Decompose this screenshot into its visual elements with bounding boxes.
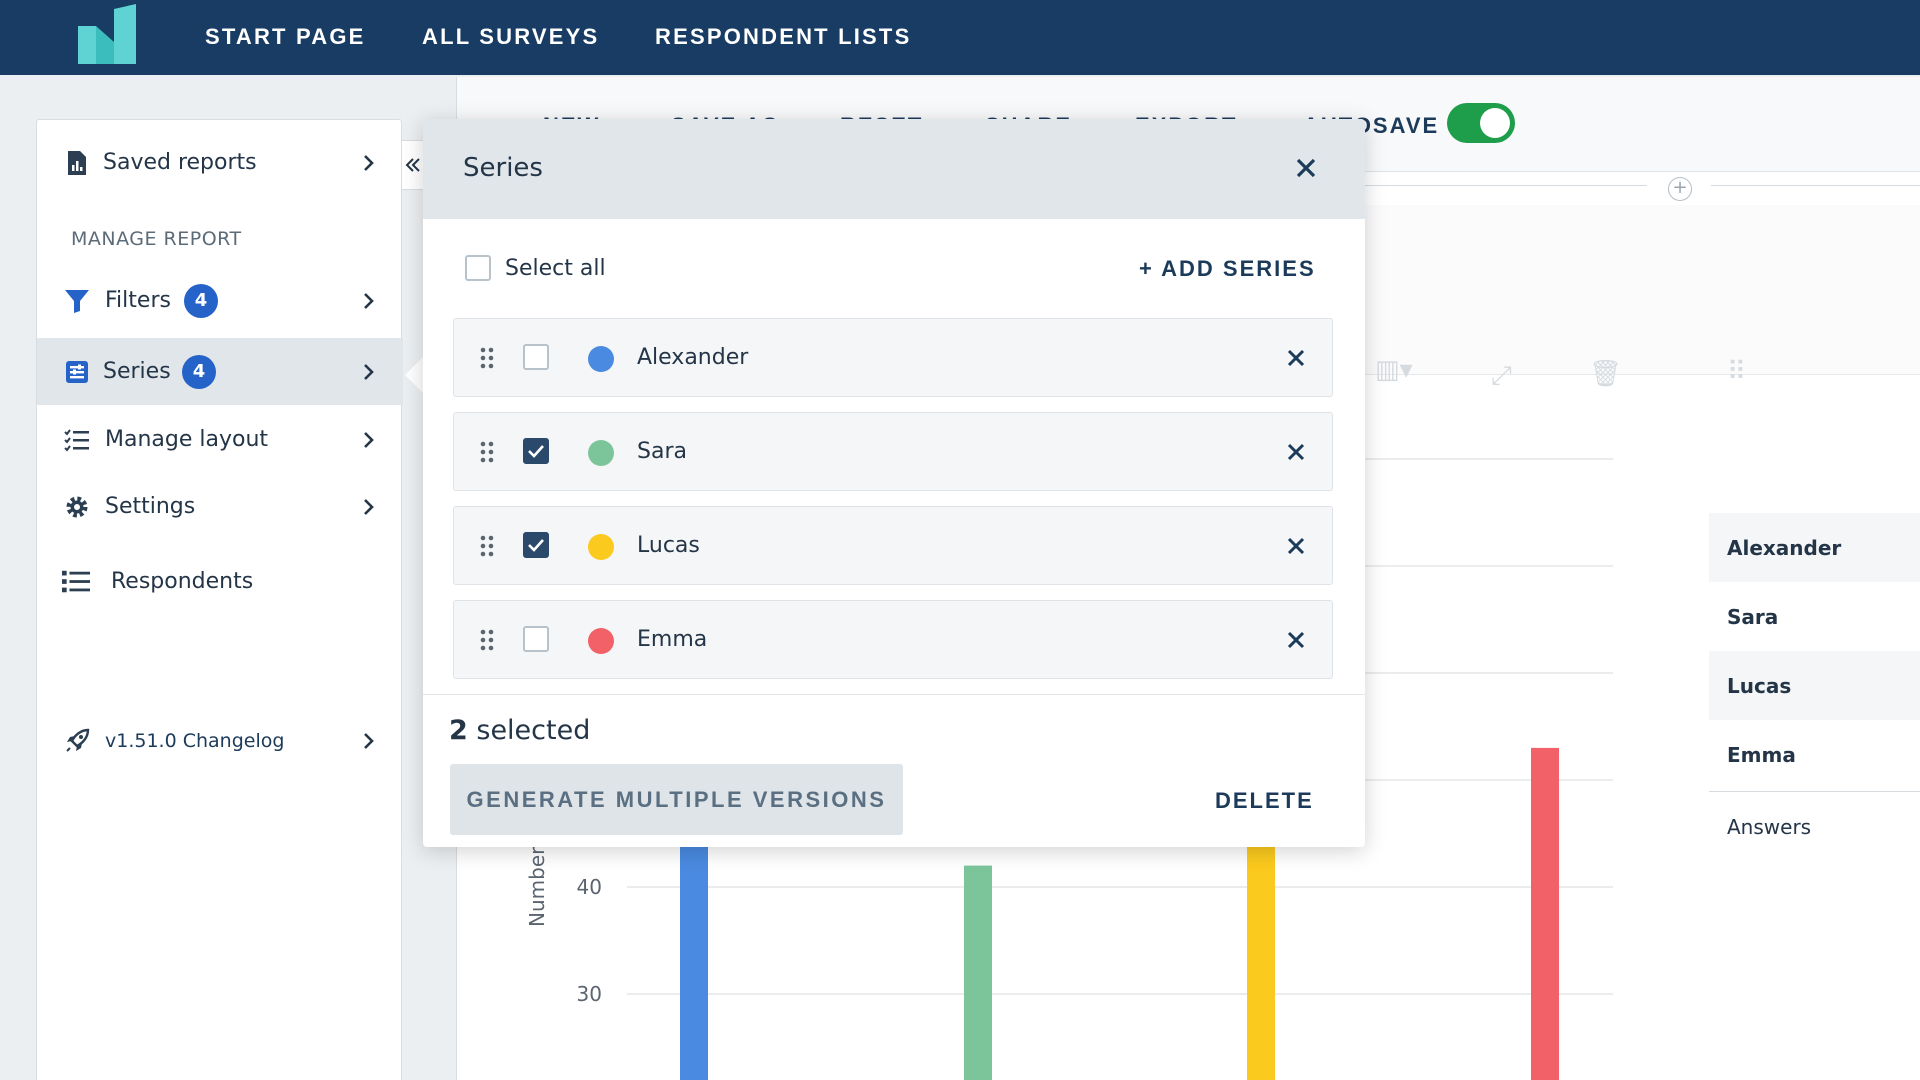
sidebar-item-respondents[interactable]: Respondents bbox=[37, 548, 403, 615]
sidebar-item-manage-layout[interactable]: Manage layout bbox=[37, 406, 403, 473]
legend-item[interactable]: Sara bbox=[1727, 604, 1779, 629]
select-all-checkbox[interactable] bbox=[465, 255, 491, 281]
nav-all-surveys[interactable]: ALL SURVEYS bbox=[422, 24, 600, 49]
sidebar-item-changelog[interactable]: v1.51.0 Changelog bbox=[37, 707, 403, 774]
selection-count: 2 selected bbox=[449, 715, 590, 746]
y-tick-label: 30 bbox=[577, 982, 602, 1006]
checkmark-icon bbox=[528, 445, 544, 458]
series-name: Alexander bbox=[637, 345, 749, 370]
series-count-badge: 4 bbox=[182, 354, 216, 389]
double-chevron-left-icon bbox=[405, 158, 420, 172]
chevron-right-icon bbox=[364, 154, 374, 171]
legend-item[interactable]: Lucas bbox=[1709, 651, 1920, 720]
remove-series-icon[interactable] bbox=[1285, 629, 1307, 651]
selected-count-suffix: selected bbox=[467, 715, 591, 746]
chevron-right-icon bbox=[364, 292, 374, 309]
gear-icon bbox=[63, 493, 91, 521]
series-checkbox[interactable] bbox=[523, 438, 549, 464]
sidebar-item-label: Respondents bbox=[111, 569, 254, 594]
bar-lucas[interactable] bbox=[1247, 822, 1275, 1080]
series-name: Lucas bbox=[637, 533, 700, 558]
popover-pointer bbox=[405, 356, 424, 394]
sidebar-item-filters[interactable]: Filters 4 bbox=[37, 267, 403, 334]
bar-sara[interactable] bbox=[964, 865, 992, 1080]
drag-handle-icon[interactable] bbox=[480, 535, 494, 557]
series-icon bbox=[63, 358, 91, 386]
series-checkbox[interactable] bbox=[523, 344, 549, 370]
chevron-right-icon bbox=[364, 498, 374, 515]
generate-multiple-versions-button[interactable]: GENERATE MULTIPLE VERSIONS bbox=[450, 764, 903, 835]
remove-series-icon[interactable] bbox=[1285, 535, 1307, 557]
series-row[interactable]: Lucas bbox=[453, 506, 1333, 585]
series-color-dot bbox=[588, 534, 614, 560]
series-popover: Series Select all + ADD SERIES Alexander… bbox=[423, 119, 1365, 847]
legend-item[interactable]: Emma bbox=[1727, 742, 1796, 767]
expand-icon[interactable]: ⤢ bbox=[1491, 361, 1512, 391]
footer-divider bbox=[423, 694, 1365, 695]
add-series-button[interactable]: + ADD SERIES bbox=[1139, 256, 1316, 281]
drag-handle-icon[interactable] bbox=[480, 629, 494, 651]
chevron-right-icon bbox=[364, 732, 374, 749]
series-name: Emma bbox=[637, 627, 708, 652]
chevron-right-icon bbox=[364, 363, 374, 380]
nav-respondent-lists[interactable]: RESPONDENT LISTS bbox=[655, 24, 912, 49]
popover-title: Series bbox=[463, 153, 543, 183]
collapse-sidebar-button[interactable] bbox=[402, 140, 424, 190]
report-sidebar: Saved reports MANAGE REPORT Filters 4 Se… bbox=[36, 119, 403, 1080]
popover-header: Series bbox=[423, 119, 1365, 219]
sidebar-item-label: Series bbox=[103, 359, 171, 384]
autosave-toggle[interactable] bbox=[1447, 103, 1515, 143]
section-divider bbox=[1711, 185, 1920, 186]
y-tick-label: 40 bbox=[577, 875, 602, 899]
drag-handle-icon[interactable] bbox=[480, 441, 494, 463]
bar-alexander[interactable] bbox=[680, 822, 708, 1080]
remove-series-icon[interactable] bbox=[1285, 441, 1307, 463]
series-color-dot bbox=[588, 628, 614, 654]
series-name: Sara bbox=[637, 439, 687, 464]
drag-handle-icon[interactable] bbox=[480, 347, 494, 369]
top-navigation-bar: START PAGE ALL SURVEYS RESPONDENT LISTS bbox=[0, 0, 1920, 75]
close-icon[interactable] bbox=[1293, 155, 1319, 181]
delete-button[interactable]: DELETE bbox=[1215, 788, 1314, 813]
series-row[interactable]: Emma bbox=[453, 600, 1333, 679]
series-color-dot bbox=[588, 346, 614, 372]
chart-type-icon[interactable]: ▥▾ bbox=[1375, 355, 1413, 385]
chevron-right-icon bbox=[364, 431, 374, 448]
sidebar-item-label: Saved reports bbox=[103, 150, 257, 175]
rocket-icon bbox=[63, 727, 91, 755]
filters-count-badge: 4 bbox=[184, 283, 218, 318]
sidebar-item-settings[interactable]: Settings bbox=[37, 473, 403, 540]
checklist-icon bbox=[63, 426, 91, 454]
bar-emma[interactable] bbox=[1531, 747, 1559, 1080]
sidebar-item-saved-reports[interactable]: Saved reports bbox=[37, 129, 403, 196]
checkmark-icon bbox=[528, 539, 544, 552]
sidebar-item-label: Filters bbox=[105, 288, 171, 313]
section-title: MANAGE REPORT bbox=[71, 228, 242, 250]
legend-item[interactable]: Alexander bbox=[1709, 513, 1920, 582]
sidebar-item-series[interactable]: Series 4 bbox=[37, 338, 403, 405]
changelog-link[interactable]: v1.51.0 Changelog bbox=[105, 729, 285, 752]
legend-answers[interactable]: Answers bbox=[1727, 814, 1812, 839]
sidebar-item-label: Manage layout bbox=[105, 427, 269, 452]
legend-divider bbox=[1709, 791, 1920, 792]
select-all-label[interactable]: Select all bbox=[505, 256, 606, 281]
sidebar-item-label: Settings bbox=[105, 494, 196, 519]
series-row[interactable]: Sara bbox=[453, 412, 1333, 491]
remove-series-icon[interactable] bbox=[1285, 347, 1307, 369]
series-color-dot bbox=[588, 440, 614, 466]
series-checkbox[interactable] bbox=[523, 532, 549, 558]
series-checkbox[interactable] bbox=[523, 626, 549, 652]
app-logo-icon[interactable] bbox=[78, 4, 138, 64]
trash-icon[interactable]: 🗑 bbox=[1589, 359, 1623, 389]
report-file-icon bbox=[63, 149, 91, 177]
list-icon bbox=[62, 568, 90, 596]
filter-icon bbox=[63, 287, 91, 315]
series-row[interactable]: Alexander bbox=[453, 318, 1333, 397]
selected-count-number: 2 bbox=[449, 715, 468, 746]
nav-start-page[interactable]: START PAGE bbox=[205, 24, 366, 49]
drag-handle-icon[interactable]: ⠿ bbox=[1727, 357, 1747, 387]
add-section-icon[interactable]: + bbox=[1668, 177, 1692, 201]
